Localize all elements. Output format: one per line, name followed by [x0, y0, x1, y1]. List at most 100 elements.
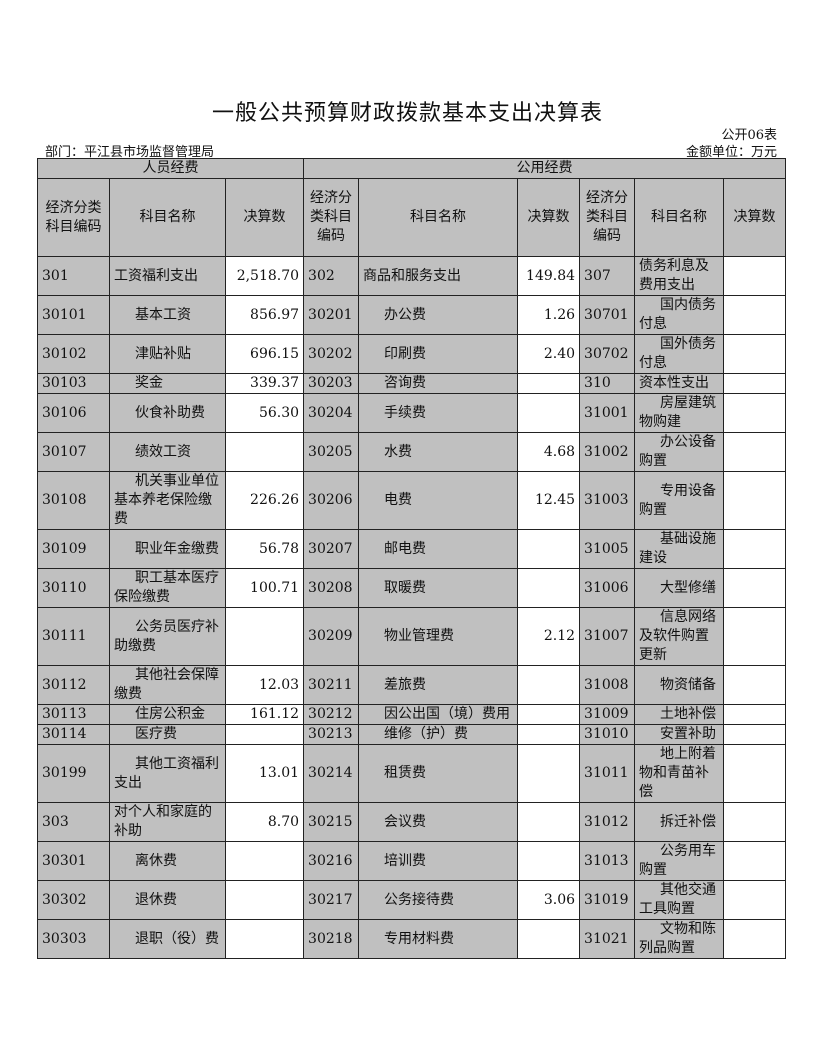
item-code: 30114 [37, 724, 110, 745]
item-code: 30202 [303, 334, 360, 374]
item-name: 伙食补助费 [109, 393, 226, 433]
table-row: 30114 医疗费 30213 维修（护）费 31010 安置补助 [37, 724, 787, 745]
item-amount [723, 607, 787, 666]
item-amount [723, 802, 787, 842]
item-code: 31008 [579, 665, 636, 705]
item-code: 31013 [579, 841, 636, 881]
item-code: 30216 [303, 841, 360, 881]
item-code: 30201 [303, 295, 360, 335]
item-name: 房屋建筑物购建 [634, 393, 725, 433]
item-name: 土地补偿 [634, 704, 725, 725]
col-header-code: 经济分类科目编码 [303, 178, 360, 257]
item-code: 30107 [37, 432, 110, 472]
item-amount: 2,518.70 [224, 256, 305, 296]
item-amount [723, 568, 787, 608]
item-name: 咨询费 [358, 373, 519, 394]
item-code: 30214 [303, 744, 360, 803]
group-header-public: 公用经费 [303, 158, 787, 179]
item-amount [224, 919, 305, 959]
item-name: 绩效工资 [109, 432, 226, 472]
item-name: 大型修缮 [634, 568, 725, 608]
item-amount: 100.71 [224, 568, 305, 608]
item-amount: 8.70 [224, 802, 305, 842]
item-code: 30103 [37, 373, 110, 394]
item-code: 30102 [37, 334, 110, 374]
table-row: 30102 津贴补贴 696.15 30202 印刷费 2.40 30702 国外债务付息 [37, 334, 787, 374]
item-amount: 226.26 [224, 471, 305, 530]
item-code: 307 [579, 256, 636, 296]
col-header-amount: 决算数 [224, 178, 305, 257]
item-code: 303 [37, 802, 110, 842]
item-name: 物业管理费 [358, 607, 519, 666]
item-amount [723, 295, 787, 335]
table-row: 301 工资福利支出 2,518.70 302 商品和服务支出 149.84 307 债务利息… [37, 256, 787, 296]
item-amount [224, 724, 305, 745]
col-header-amount: 决算数 [723, 178, 787, 257]
item-name: 文物和陈列品购置 [634, 919, 725, 959]
item-code: 30204 [303, 393, 360, 433]
item-amount [517, 393, 581, 433]
item-name: 地上附着物和青苗补偿 [634, 744, 725, 803]
item-amount [517, 373, 581, 394]
item-code: 310 [579, 373, 636, 394]
expenditure-table: 人员经费 公用经费 经济分类科目编码 科目名称 决算数 经济分类科目编码 科目名… [36, 158, 787, 959]
item-name: 公务接待费 [358, 880, 519, 920]
item-name: 住房公积金 [109, 704, 226, 725]
item-code: 30212 [303, 704, 360, 725]
item-amount: 3.06 [517, 880, 581, 920]
item-code: 30110 [37, 568, 110, 608]
item-name: 物资储备 [634, 665, 725, 705]
item-name: 培训费 [358, 841, 519, 881]
item-amount: 149.84 [517, 256, 581, 296]
col-header-name: 科目名称 [358, 178, 519, 257]
item-code: 30211 [303, 665, 360, 705]
item-name: 维修（护）费 [358, 724, 519, 745]
item-code: 30106 [37, 393, 110, 433]
item-code: 30206 [303, 471, 360, 530]
item-code: 30701 [579, 295, 636, 335]
item-amount: 2.40 [517, 334, 581, 374]
item-name: 因公出国（境）费用 [358, 704, 519, 725]
item-name: 信息网络及软件购置更新 [634, 607, 725, 666]
item-code: 30218 [303, 919, 360, 959]
page-title: 一般公共预算财政拨款基本支出决算表 [211, 101, 603, 126]
item-code: 301 [37, 256, 110, 296]
item-name: 其他社会保障缴费 [109, 665, 226, 705]
item-amount: 856.97 [224, 295, 305, 335]
item-amount: 56.78 [224, 529, 305, 569]
item-name: 取暖费 [358, 568, 519, 608]
col-header-name: 科目名称 [109, 178, 226, 257]
item-name: 基础设施建设 [634, 529, 725, 569]
item-name: 水费 [358, 432, 519, 472]
item-code: 30213 [303, 724, 360, 745]
item-amount: 12.45 [517, 471, 581, 530]
item-code: 30111 [37, 607, 110, 666]
item-code: 30199 [37, 744, 110, 803]
item-name: 资本性支出 [634, 373, 725, 394]
item-amount [517, 724, 581, 745]
item-amount: 339.37 [224, 373, 305, 394]
item-code: 30217 [303, 880, 360, 920]
col-header-code: 经济分类科目编码 [579, 178, 636, 257]
item-code: 30215 [303, 802, 360, 842]
table-row: 30106 伙食补助费 56.30 30204 手续费 31001 房屋建筑物购建 [37, 393, 787, 433]
item-name: 专用设备购置 [634, 471, 725, 530]
item-code: 31005 [579, 529, 636, 569]
table-row: 30199 其他工资福利支出 13.01 30214 租赁费 31011 地上附着物和青苗补… [37, 744, 787, 803]
item-amount: 2.12 [517, 607, 581, 666]
item-name: 电费 [358, 471, 519, 530]
col-header-name: 科目名称 [634, 178, 725, 257]
item-name: 专用材料费 [358, 919, 519, 959]
item-amount [224, 432, 305, 472]
item-amount: 696.15 [224, 334, 305, 374]
item-name: 机关事业单位基本养老保险缴费 [109, 471, 226, 530]
item-code: 31006 [579, 568, 636, 608]
item-name: 安置补助 [634, 724, 725, 745]
item-amount: 4.68 [517, 432, 581, 472]
item-amount [723, 841, 787, 881]
item-amount [517, 841, 581, 881]
group-header-personnel: 人员经费 [36, 158, 305, 179]
item-amount [517, 704, 581, 725]
item-code: 31021 [579, 919, 636, 959]
item-amount [517, 568, 581, 608]
